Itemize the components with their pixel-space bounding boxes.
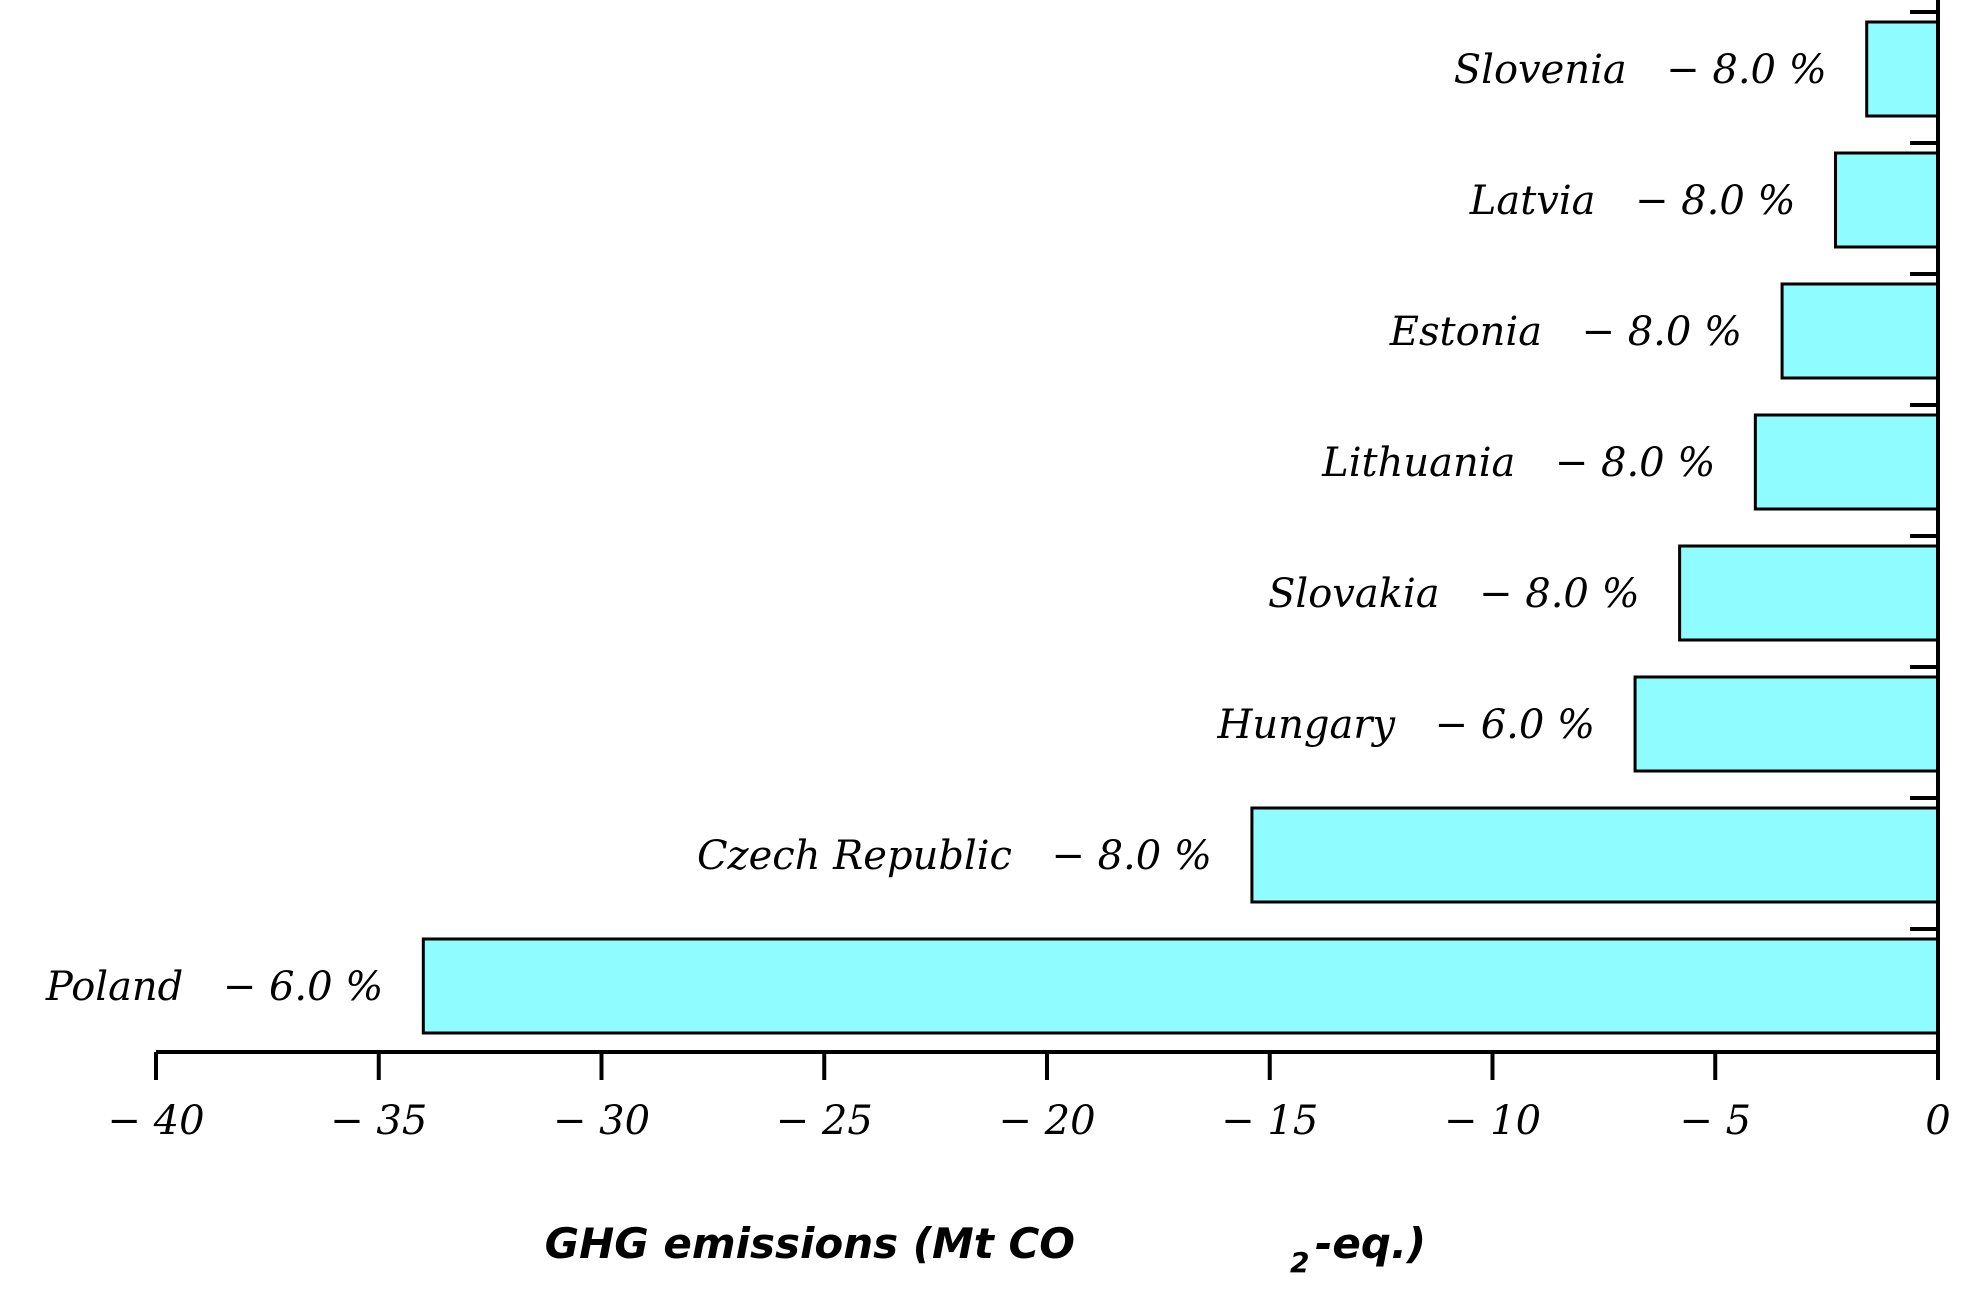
bar-slovakia [1678, 544, 1940, 642]
category-labels-group: Slovenia − 8.0 % Latvia − 8.0 % Estonia − 8.0… [45, 47, 1827, 1010]
category-label: Estonia [1389, 309, 1542, 355]
x-tick-label: − 20 [998, 1098, 1095, 1144]
category-label: Poland [45, 964, 183, 1010]
x-tick-label: − 30 [553, 1098, 650, 1144]
x-tick-label: − 15 [1221, 1098, 1318, 1144]
bar-lithuania [1753, 413, 1940, 511]
category-label: Slovenia [1454, 47, 1627, 93]
y-axis [1910, 0, 1940, 1052]
category-label: Latvia [1469, 178, 1596, 224]
x-axis-title-main: GHG emissions (Mt CO [545, 1219, 1075, 1268]
target-label: − 8.0 % [1666, 47, 1827, 93]
x-tick-label: − 25 [776, 1098, 873, 1144]
bar-latvia [1834, 151, 1940, 249]
x-axis-title-subscript: 2 [1290, 1246, 1309, 1279]
x-tick-label: − 5 [1679, 1098, 1751, 1144]
target-label: − 6.0 % [1434, 702, 1595, 748]
target-label: − 8.0 % [1479, 571, 1640, 617]
category-label: Slovakia [1268, 571, 1440, 617]
x-tick-label: − 35 [330, 1098, 427, 1144]
x-axis-title-suffix: -eq.) [1315, 1219, 1426, 1268]
bar-hungary [1633, 675, 1940, 773]
bars-group [421, 20, 1940, 1035]
x-tick-label: 0 [1925, 1098, 1950, 1144]
bar-estonia [1780, 282, 1940, 380]
category-label: Lithuania [1321, 440, 1515, 486]
x-axis: − 40 − 35 − 30 − 25 − 20 − 15 − 10 − 5 0 [107, 1050, 1951, 1144]
category-label: Czech Republic [697, 833, 1012, 879]
target-label: − 6.0 % [223, 964, 384, 1010]
target-label: − 8.0 % [1051, 833, 1212, 879]
category-label: Hungary [1216, 702, 1396, 748]
bar-poland [421, 937, 1940, 1035]
x-axis-title: GHG emissions (Mt CO [545, 1219, 1075, 1268]
target-label: − 8.0 % [1581, 309, 1742, 355]
x-tick-label: − 40 [107, 1098, 204, 1144]
target-label: − 8.0 % [1635, 178, 1796, 224]
bar-slovenia [1865, 20, 1940, 118]
bar-czech-republic [1250, 806, 1940, 904]
x-tick-label: − 10 [1444, 1098, 1541, 1144]
target-label: − 8.0 % [1555, 440, 1716, 486]
